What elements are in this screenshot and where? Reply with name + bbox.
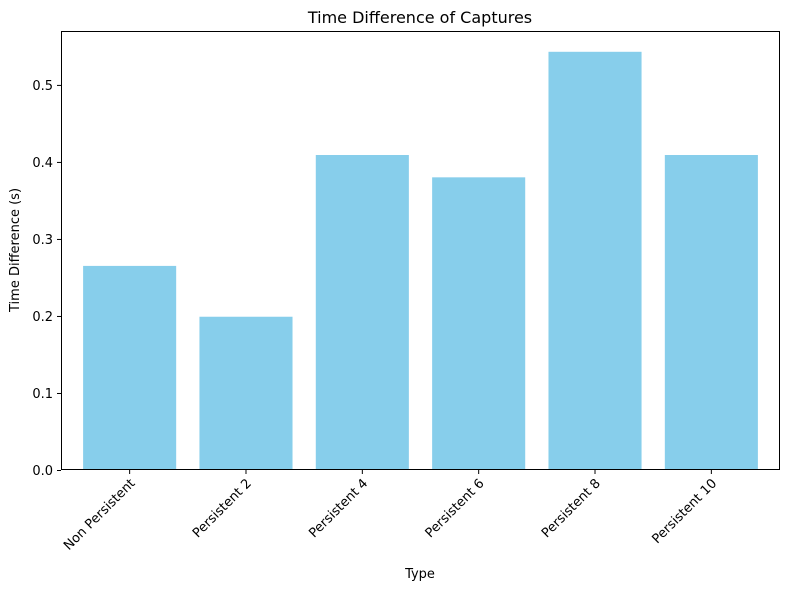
y-tick-label: 0.3 xyxy=(32,233,53,248)
y-tick-label: 0.5 xyxy=(32,79,53,94)
y-axis-label: Time Difference (s) xyxy=(8,188,23,313)
x-tick-label: Persistent 10 xyxy=(649,476,720,547)
x-axis-label: Type xyxy=(404,567,435,582)
x-tick-label: Persistent 8 xyxy=(539,476,604,541)
bar-0 xyxy=(83,265,177,470)
bars-group xyxy=(83,51,758,471)
x-tick-label: Persistent 6 xyxy=(423,476,488,541)
x-axis: Non Persistent Persistent 2 Persistent 4 Pe… xyxy=(61,470,720,554)
bar-3 xyxy=(432,177,526,471)
y-axis: 0.0 0.1 0.2 0.3 0.4 0.5 xyxy=(32,79,61,479)
y-tick-label: 0.0 xyxy=(32,464,53,479)
plot-frame xyxy=(61,31,780,470)
y-tick-label: 0.2 xyxy=(32,310,53,325)
chart-title: Time Difference of Captures xyxy=(307,8,532,27)
bar-2 xyxy=(315,154,409,471)
bar-1 xyxy=(199,316,293,470)
x-tick-label: Persistent 2 xyxy=(190,476,255,541)
x-tick-label: Non Persistent xyxy=(61,476,138,553)
x-tick-label: Persistent 4 xyxy=(306,476,371,541)
y-tick-label: 0.1 xyxy=(32,387,53,402)
bar-4 xyxy=(548,51,642,470)
bar-5 xyxy=(664,154,758,471)
y-tick-label: 0.4 xyxy=(32,156,53,171)
